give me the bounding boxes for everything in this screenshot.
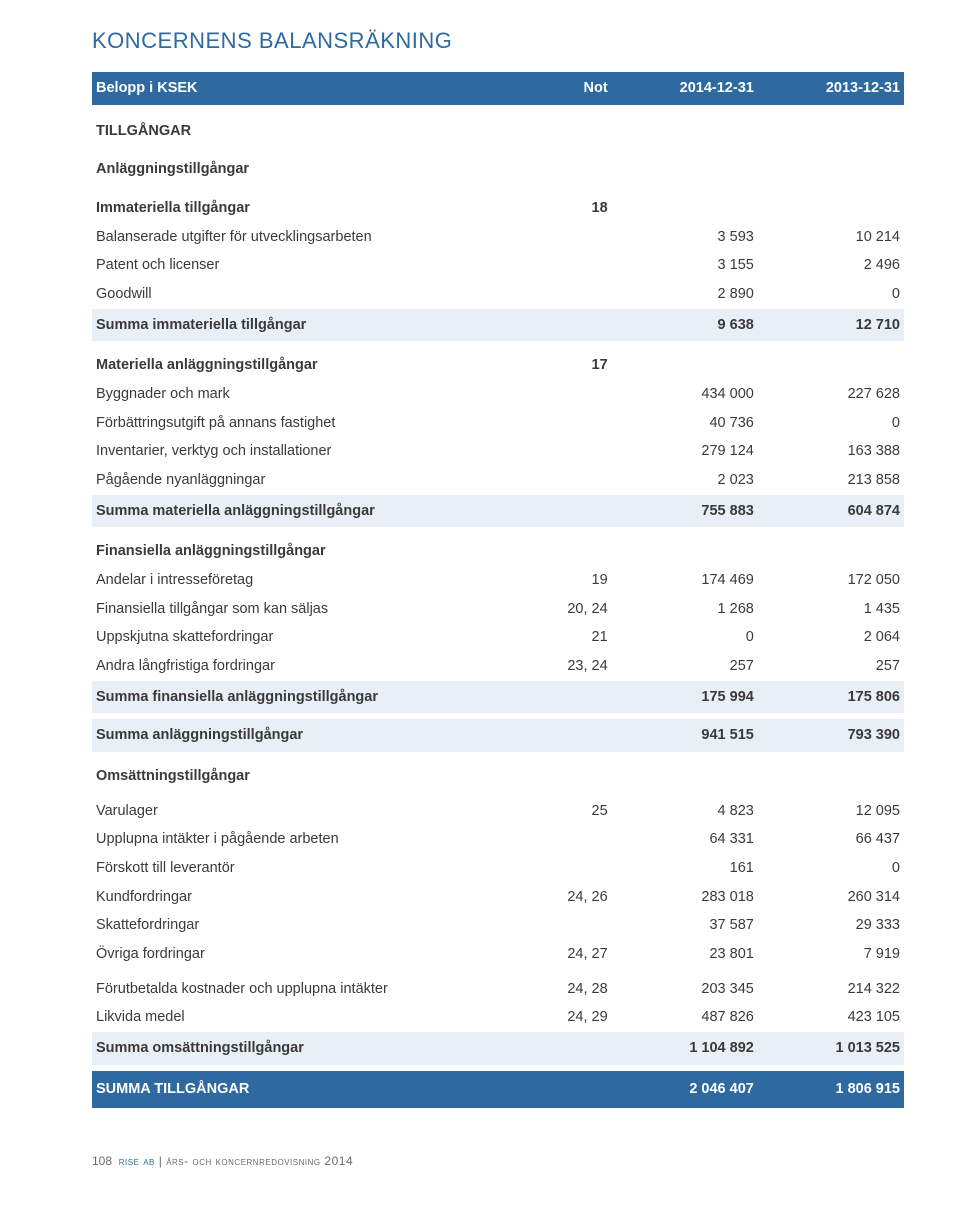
table-row: Finansiella tillgångar som kan säljas20,… — [92, 595, 904, 624]
subtotal-row: Summa materiella anläggningstillgångar75… — [92, 495, 904, 528]
page-footer: 108 rise ab | års- och koncernredovisnin… — [92, 1154, 904, 1168]
table-row: Patent och licenser 3 155 2 496 — [92, 251, 904, 280]
section-anlaggning: Anläggningstillgångar — [92, 145, 904, 184]
not-immateriella: 18 — [530, 184, 611, 223]
table-row: Goodwill 2 890 0 — [92, 280, 904, 309]
balance-table: Belopp i KSEK Not 2014-12-31 2013-12-31 … — [92, 72, 904, 1108]
table-row: Förskott till leverantör1610 — [92, 854, 904, 883]
col-2014: 2014-12-31 — [612, 72, 758, 105]
table-row: Förbättringsutgift på annans fastighet40… — [92, 409, 904, 438]
row-label: Goodwill — [92, 280, 530, 309]
table-row: Byggnader och mark434 000227 628 — [92, 380, 904, 409]
balance-sheet-page: KONCERNENS BALANSRÄKNING Belopp i KSEK N… — [0, 0, 960, 1208]
subtotal-label: Summa immateriella tillgångar — [92, 309, 530, 342]
not-materiella: 17 — [530, 341, 611, 380]
section-materiella: Materiella anläggningstillgångar — [92, 341, 530, 380]
section-finansiella: Finansiella anläggningstillgångar — [92, 527, 904, 566]
table-row: Inventarier, verktyg och installationer2… — [92, 437, 904, 466]
col-not: Not — [530, 72, 611, 105]
table-row: Uppskjutna skattefordringar2102 064 — [92, 623, 904, 652]
table-row: Kundfordringar24, 26283 018260 314 — [92, 883, 904, 912]
subtotal-row: Summa finansiella anläggningstillgångar1… — [92, 681, 904, 714]
grand-total-row: SUMMA TILLGÅNGAR2 046 4071 806 915 — [92, 1071, 904, 1108]
subtotal-row: Summa omsättningstillgångar1 104 8921 01… — [92, 1032, 904, 1065]
table-row: Andra långfristiga fordringar23, 2425725… — [92, 652, 904, 681]
table-row: Förutbetalda kostnader och upplupna intä… — [92, 975, 904, 1004]
section-immateriella: Immateriella tillgångar — [92, 184, 530, 223]
table-row: Skattefordringar37 58729 333 — [92, 911, 904, 940]
section-tillgangar: TILLGÅNGAR — [92, 105, 904, 146]
table-row: Likvida medel24, 29487 826423 105 — [92, 1003, 904, 1032]
row-val-2014: 3 593 — [612, 223, 758, 252]
page-title: KONCERNENS BALANSRÄKNING — [92, 28, 904, 54]
col-label: Belopp i KSEK — [92, 72, 530, 105]
table-row: Övriga fordringar24, 2723 8017 919 — [92, 940, 904, 969]
footer-firm: rise ab — [119, 1154, 155, 1168]
table-row: Varulager254 82312 095 — [92, 797, 904, 826]
footer-sep: | — [155, 1154, 166, 1168]
row-label: Patent och licenser — [92, 251, 530, 280]
page-number: 108 — [92, 1154, 112, 1168]
footer-rest: års- och koncernredovisning 2014 — [166, 1154, 353, 1168]
row-label: Balanserade utgifter för utvecklingsarbe… — [92, 223, 530, 252]
row-val-2013: 10 214 — [758, 223, 904, 252]
subtotal-row: Summa anläggningstillgångar941 515793 39… — [92, 719, 904, 752]
table-header-row: Belopp i KSEK Not 2014-12-31 2013-12-31 — [92, 72, 904, 105]
col-2013: 2013-12-31 — [758, 72, 904, 105]
table-row: Upplupna intäkter i pågående arbeten64 3… — [92, 825, 904, 854]
subtotal-row: Summa immateriella tillgångar 9 638 12 7… — [92, 309, 904, 342]
table-row: Pågående nyanläggningar2 023213 858 — [92, 466, 904, 495]
table-row: Andelar i intresseföretag19174 469172 05… — [92, 566, 904, 595]
table-row: Balanserade utgifter för utvecklingsarbe… — [92, 223, 904, 252]
section-omsattning: Omsättningstillgångar — [92, 752, 904, 791]
